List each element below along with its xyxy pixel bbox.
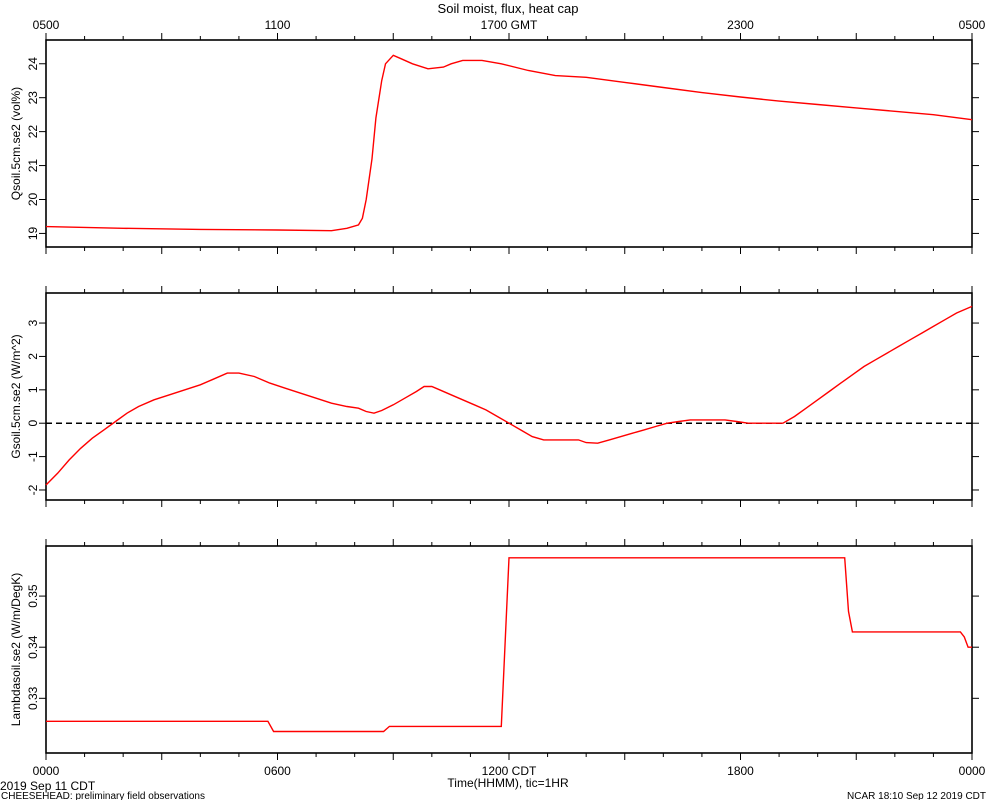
top-time-axis: 0500 1100 1700 GMT 2300 0500	[33, 18, 986, 32]
y-tick-label: 0.35	[26, 584, 40, 608]
series-line-1	[45, 54, 973, 232]
top-tick-label: 1700 GMT	[481, 18, 538, 32]
y-tick-label: 0.33	[26, 686, 40, 710]
panel-frame	[45, 39, 973, 248]
y-tick-label: 0.34	[26, 635, 40, 659]
y-tick-label: 20	[26, 192, 40, 206]
y-axis-label: Gsoil.5cm.se2 (W/m^2)	[9, 334, 23, 458]
y-tick-label: 0	[26, 420, 40, 427]
bottom-tick-label: 0000	[959, 764, 986, 778]
bottom-tick-label: 1800	[727, 764, 754, 778]
top-tick-label: 2300	[727, 18, 754, 32]
y-tick-label: 19	[26, 226, 40, 240]
top-tick-label: 1100	[265, 18, 291, 32]
series-line-3	[46, 557, 972, 733]
x-axis-label: Time(HHMM), tic=1HR	[447, 776, 569, 790]
y-tick-label: -2	[26, 484, 40, 495]
y-tick-label: 1	[26, 386, 40, 393]
y-axis-label: Lambdasoil.se2 (W/m/DegK)	[9, 573, 23, 726]
series-line-2	[45, 305, 973, 486]
panel-2: -2 -1 0 1 2 3 Gsoil.5cm.se2 (W/m^2)	[9, 286, 979, 507]
y-axis-label: Qsoil.5cm.se2 (vol%)	[9, 87, 23, 200]
top-tick-label: 0500	[33, 18, 60, 32]
bottom-tick-label: 1200 CDT	[482, 764, 537, 778]
y-tick-label: -1	[26, 451, 40, 462]
y-tick-label: 23	[26, 91, 40, 105]
start-date-label: 2019 Sep 11 CDT	[0, 779, 96, 793]
panel-frame	[45, 292, 973, 501]
y-tick-label: 21	[26, 159, 40, 173]
y-tick-label: 22	[26, 125, 40, 139]
y-tick-label: 2	[26, 353, 40, 360]
y-tick-label: 24	[26, 57, 40, 71]
top-tick-label: 0500	[959, 18, 986, 32]
y-tick-label: 3	[26, 319, 40, 326]
bottom-time-axis: 0000 0600 1200 CDT 1800 0000	[33, 764, 986, 778]
footer-left: CHEESEHEAD: preliminary field observatio…	[1, 791, 205, 800]
chart-title: Soil moist, flux, heat cap	[438, 1, 579, 16]
bottom-tick-label: 0000	[33, 764, 60, 778]
bottom-tick-label: 0600	[264, 764, 291, 778]
panel-1: 19 20 21 22 23 24 Qsoil.5cm.se2 (vol%)	[9, 33, 979, 254]
footer-right: NCAR 18:10 Sep 12 2019 CDT	[847, 791, 986, 800]
